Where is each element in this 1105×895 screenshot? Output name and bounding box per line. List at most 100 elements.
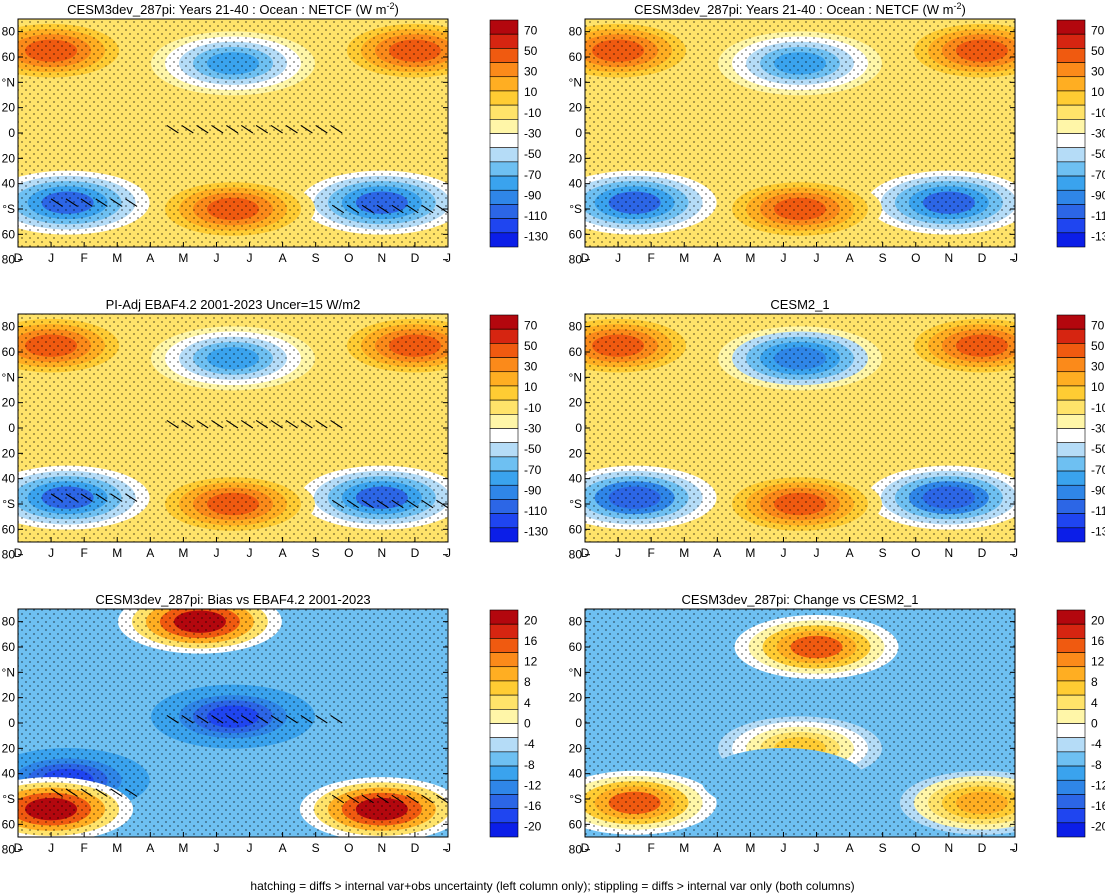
colorbar-swatch (1056, 371, 1086, 387)
x-tick-label: N (378, 546, 387, 560)
colorbar-label: -10 (1091, 106, 1105, 120)
colorbar-label: 70 (1091, 23, 1105, 37)
colorbar-swatch (489, 484, 519, 500)
colorbar-swatch (489, 751, 519, 767)
y-tick-label: 40 (569, 472, 583, 486)
y-tick-label: 20 (2, 396, 16, 410)
y-tick-label: 60 (2, 640, 16, 654)
colorbar-swatch (489, 470, 519, 486)
colorbar-label: 10 (1091, 85, 1105, 99)
colorbar-swatch (1056, 609, 1086, 625)
panel-title: CESM3dev_287pi: Bias vs EBAF4.2 2001-202… (95, 592, 370, 607)
colorbar-swatch (489, 652, 519, 668)
colorbar-swatch (489, 680, 519, 696)
y-tick-label: 20 (2, 101, 16, 115)
x-tick-label: D (14, 251, 23, 265)
colorbar-swatch (1056, 62, 1086, 78)
x-tick-label: M (112, 546, 122, 560)
colorbar-label: 0 (1091, 717, 1098, 731)
colorbar-swatch (1056, 204, 1086, 219)
colorbar-label: 10 (524, 85, 538, 99)
y-tick-label: 20 (2, 741, 16, 755)
y-tick-label: 20 (2, 691, 16, 705)
x-tick-label: A (713, 251, 721, 265)
x-tick-label: J (615, 841, 621, 855)
colorbar-label: 4 (524, 696, 531, 710)
x-tick-label: D (14, 841, 23, 855)
colorbar-swatch (1056, 414, 1086, 429)
y-tick-label: 60 (2, 522, 16, 536)
y-tick-label: 80 (2, 615, 16, 629)
colorbar-label: 10 (524, 380, 538, 394)
y-tick-label: °S (2, 202, 15, 216)
y-tick-label: 20 (569, 101, 583, 115)
colorbar-swatch (1056, 175, 1086, 191)
colorbar-swatch (489, 204, 519, 219)
x-tick-label: D (411, 841, 420, 855)
y-tick-label: 80 (2, 548, 16, 562)
colorbar-swatch (489, 175, 519, 191)
x-tick-label: N (945, 251, 954, 265)
y-tick-label: 60 (569, 817, 583, 831)
y-tick-label: 40 (2, 177, 16, 191)
colorbar-label: -50 (1091, 442, 1105, 456)
x-tick-label: O (911, 546, 920, 560)
colorbar-swatch (489, 371, 519, 387)
y-tick-label: 60 (569, 345, 583, 359)
x-tick-label: J (1012, 251, 1018, 265)
colorbar-label: -130 (1091, 230, 1105, 244)
colorbar-label: 30 (1091, 360, 1105, 374)
colorbar-label: 0 (524, 717, 531, 731)
colorbar-swatch (489, 442, 519, 458)
y-tick-label: 40 (2, 767, 16, 781)
colorbar-swatch (489, 609, 519, 625)
colorbar-label: -10 (1091, 401, 1105, 415)
x-tick-label: J (1012, 546, 1018, 560)
panel-6: CESM3dev_287pi: Change vs CESM2_1 D J F M A M J… (569, 592, 1105, 857)
x-tick-label: J (780, 251, 786, 265)
colorbar-swatch (489, 33, 519, 49)
x-tick-label: J (247, 841, 253, 855)
colorbar-swatch (1056, 808, 1086, 824)
x-tick-label: O (344, 546, 353, 560)
colorbar-swatch (1056, 328, 1086, 344)
footnote: hatching = diffs > internal var+obs unce… (250, 879, 855, 893)
panel-3: PI-Adj EBAF4.2 2001-2023 Uncer=15 W/m2 D J… (2, 297, 549, 562)
x-tick-label: N (945, 841, 954, 855)
panel-5: CESM3dev_287pi: Bias vs EBAF4.2 2001-202… (2, 592, 542, 857)
colorbar-swatch (489, 723, 519, 738)
colorbar-label: -30 (524, 422, 542, 436)
colorbar-swatch (489, 737, 519, 753)
y-tick-label: 80 (569, 843, 583, 857)
colorbar-swatch (489, 822, 519, 838)
colorbar-label: -110 (524, 504, 547, 518)
x-tick-label: D (411, 546, 420, 560)
colorbar-label: -90 (524, 483, 542, 497)
x-tick-label: O (911, 841, 920, 855)
hatching (50, 124, 448, 214)
colorbar-label: 4 (1091, 696, 1098, 710)
y-tick-label: 20 (569, 741, 583, 755)
y-tick-label: 20 (2, 151, 16, 165)
colorbar-swatch (1056, 694, 1086, 710)
colorbar-label: 8 (524, 675, 531, 689)
colorbar-label: 8 (1091, 675, 1098, 689)
colorbar-label: -70 (1091, 168, 1105, 182)
x-tick-label: M (745, 841, 755, 855)
y-tick-label: 20 (2, 446, 16, 460)
y-tick-label: °S (569, 202, 582, 216)
x-tick-label: O (344, 251, 353, 265)
y-tick-label: °N (569, 665, 582, 679)
y-tick-label: °S (2, 497, 15, 511)
x-tick-label: M (745, 546, 755, 560)
colorbar-swatch (1056, 314, 1086, 330)
colorbar-swatch (1056, 357, 1086, 373)
stippling (585, 314, 1015, 542)
y-tick-label: 0 (8, 716, 15, 730)
y-tick-label: 80 (2, 253, 16, 267)
y-tick-label: 60 (569, 50, 583, 64)
colorbar-swatch (1056, 765, 1086, 781)
y-tick-label: °S (569, 792, 582, 806)
x-tick-label: M (178, 841, 188, 855)
colorbar-swatch (1056, 90, 1086, 106)
